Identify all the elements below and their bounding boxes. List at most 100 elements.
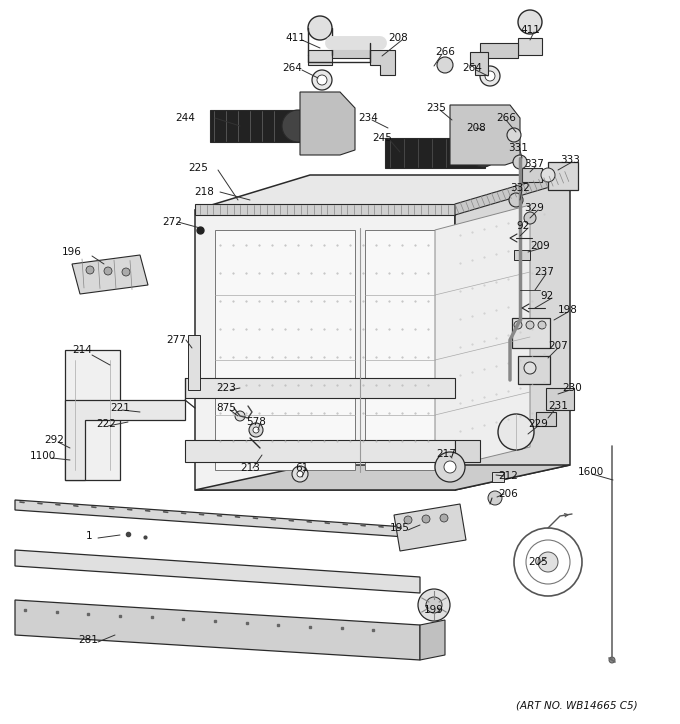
Circle shape [440, 514, 448, 522]
Text: 266: 266 [435, 47, 455, 57]
Polygon shape [308, 50, 332, 65]
Text: 244: 244 [175, 113, 195, 123]
Text: 333: 333 [560, 155, 580, 165]
Polygon shape [518, 38, 542, 55]
Polygon shape [65, 400, 185, 480]
Text: 222: 222 [96, 419, 116, 429]
Text: 229: 229 [528, 419, 548, 429]
Text: 92: 92 [516, 221, 529, 231]
Text: 281: 281 [78, 635, 98, 645]
Circle shape [253, 427, 259, 433]
Text: 198: 198 [558, 305, 578, 315]
Polygon shape [435, 205, 530, 470]
Circle shape [435, 452, 465, 482]
Circle shape [308, 16, 332, 40]
Polygon shape [394, 504, 466, 551]
Bar [546, 388, 574, 410]
Polygon shape [480, 43, 518, 58]
Circle shape [524, 362, 536, 374]
Polygon shape [215, 230, 355, 470]
Text: 225: 225 [188, 163, 208, 173]
Text: 61: 61 [295, 463, 308, 473]
Bar [512, 318, 550, 348]
Bar [536, 412, 556, 426]
Text: 237: 237 [534, 267, 554, 277]
Text: 264: 264 [282, 63, 302, 73]
Text: 277: 277 [166, 335, 186, 345]
Circle shape [514, 321, 522, 329]
Polygon shape [15, 500, 420, 538]
Text: 411: 411 [520, 25, 540, 35]
Polygon shape [15, 550, 420, 593]
Circle shape [249, 423, 263, 437]
Circle shape [509, 193, 523, 207]
Text: 1100: 1100 [30, 451, 56, 461]
Polygon shape [72, 255, 148, 294]
Text: 578: 578 [246, 417, 266, 427]
Circle shape [480, 66, 500, 86]
Text: 411: 411 [285, 33, 305, 43]
Text: 234: 234 [358, 113, 378, 123]
Text: 331: 331 [508, 143, 528, 153]
Circle shape [297, 471, 303, 477]
Text: 230: 230 [562, 383, 582, 393]
Text: 337: 337 [524, 159, 544, 169]
Text: 206: 206 [498, 489, 517, 499]
Bar [514, 250, 530, 260]
Text: 208: 208 [466, 123, 486, 133]
Circle shape [292, 466, 308, 482]
Polygon shape [65, 350, 120, 480]
Text: 1: 1 [86, 531, 92, 541]
Polygon shape [185, 440, 455, 462]
Text: 196: 196 [62, 247, 82, 257]
Polygon shape [185, 378, 455, 398]
Circle shape [312, 70, 332, 90]
Circle shape [469, 139, 497, 167]
Text: 223: 223 [216, 383, 236, 393]
Circle shape [418, 589, 450, 621]
Circle shape [609, 657, 615, 663]
Polygon shape [365, 230, 435, 470]
Polygon shape [195, 204, 455, 215]
Circle shape [518, 10, 542, 34]
Text: (ART NO. WB14665 C5): (ART NO. WB14665 C5) [516, 700, 638, 710]
Circle shape [498, 414, 534, 450]
Bar [455, 440, 480, 462]
Circle shape [513, 155, 527, 169]
Polygon shape [195, 175, 570, 210]
Text: 332: 332 [510, 183, 530, 193]
Polygon shape [195, 210, 455, 490]
Polygon shape [470, 52, 488, 75]
Circle shape [538, 321, 546, 329]
Text: 212: 212 [498, 471, 518, 481]
Polygon shape [450, 105, 520, 165]
Text: 875: 875 [216, 403, 236, 413]
Circle shape [538, 552, 558, 572]
Text: 292: 292 [44, 435, 64, 445]
Circle shape [524, 212, 536, 224]
Circle shape [404, 516, 412, 524]
Bar [522, 168, 542, 182]
Polygon shape [455, 170, 570, 215]
Text: 217: 217 [436, 449, 456, 459]
Circle shape [235, 411, 245, 421]
Text: 266: 266 [496, 113, 516, 123]
Text: 195: 195 [390, 523, 410, 533]
Polygon shape [15, 600, 420, 660]
Text: 272: 272 [162, 217, 182, 227]
Circle shape [422, 515, 430, 523]
Bar [518, 356, 550, 384]
Bar [188, 335, 200, 390]
Bar [548, 162, 578, 190]
Circle shape [507, 128, 521, 142]
Circle shape [488, 491, 502, 505]
Text: 1600: 1600 [578, 467, 605, 477]
Polygon shape [420, 620, 445, 660]
Circle shape [541, 168, 555, 182]
Circle shape [86, 266, 94, 274]
Text: 199: 199 [424, 605, 444, 615]
Text: 231: 231 [548, 401, 568, 411]
Circle shape [526, 321, 534, 329]
Text: 208: 208 [388, 33, 408, 43]
Circle shape [104, 267, 112, 275]
